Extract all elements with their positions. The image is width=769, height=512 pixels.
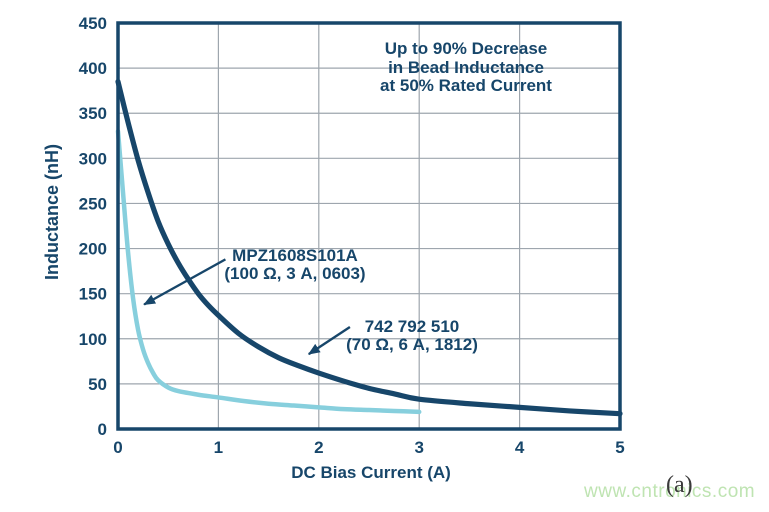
y-tick-label-100: 100 [79, 330, 107, 349]
x-tick-label-0: 0 [113, 438, 122, 457]
chart-annotation-title: Up to 90% Decrease in Bead Inductance at… [380, 39, 552, 95]
watermark: www.cntronics.com [584, 481, 756, 502]
panel-label: (a) [666, 472, 693, 498]
x-tick-label-2: 2 [314, 438, 323, 457]
axes-frame [116, 21, 622, 431]
y-tick-label-50: 50 [88, 375, 107, 394]
data-curves [115, 79, 623, 417]
y-tick-label-400: 400 [79, 59, 107, 78]
y-tick-label-200: 200 [79, 240, 107, 259]
annotation-arrows [143, 258, 351, 356]
x-tick-label-3: 3 [414, 438, 423, 457]
series-label-wurth: 742 792 510 (70 Ω, 6 A, 1812) [346, 317, 478, 354]
curve-wurth [115, 79, 623, 417]
gridlines [118, 23, 620, 429]
y-tick-label-150: 150 [79, 285, 107, 304]
x-tick-label-4: 4 [515, 438, 525, 457]
y-tick-label-450: 450 [79, 14, 107, 33]
y-axis-title: Inductance (nH) [42, 144, 62, 281]
y-tick-label-350: 350 [79, 104, 107, 123]
y-tick-label-300: 300 [79, 149, 107, 168]
series-label-mpz: MPZ1608S101A (100 Ω, 3 A, 0603) [224, 246, 366, 283]
arrow-wurth [307, 326, 351, 356]
x-axis-title: DC Bias Current (A) [291, 463, 451, 482]
plot-frame [116, 21, 622, 431]
x-tick-label-5: 5 [615, 438, 624, 457]
arrow-mpz [143, 258, 227, 306]
y-tick-label-0: 0 [98, 420, 107, 439]
x-tick-label-1: 1 [214, 438, 223, 457]
curve-mpz [115, 129, 422, 415]
y-tick-label-250: 250 [79, 194, 107, 213]
